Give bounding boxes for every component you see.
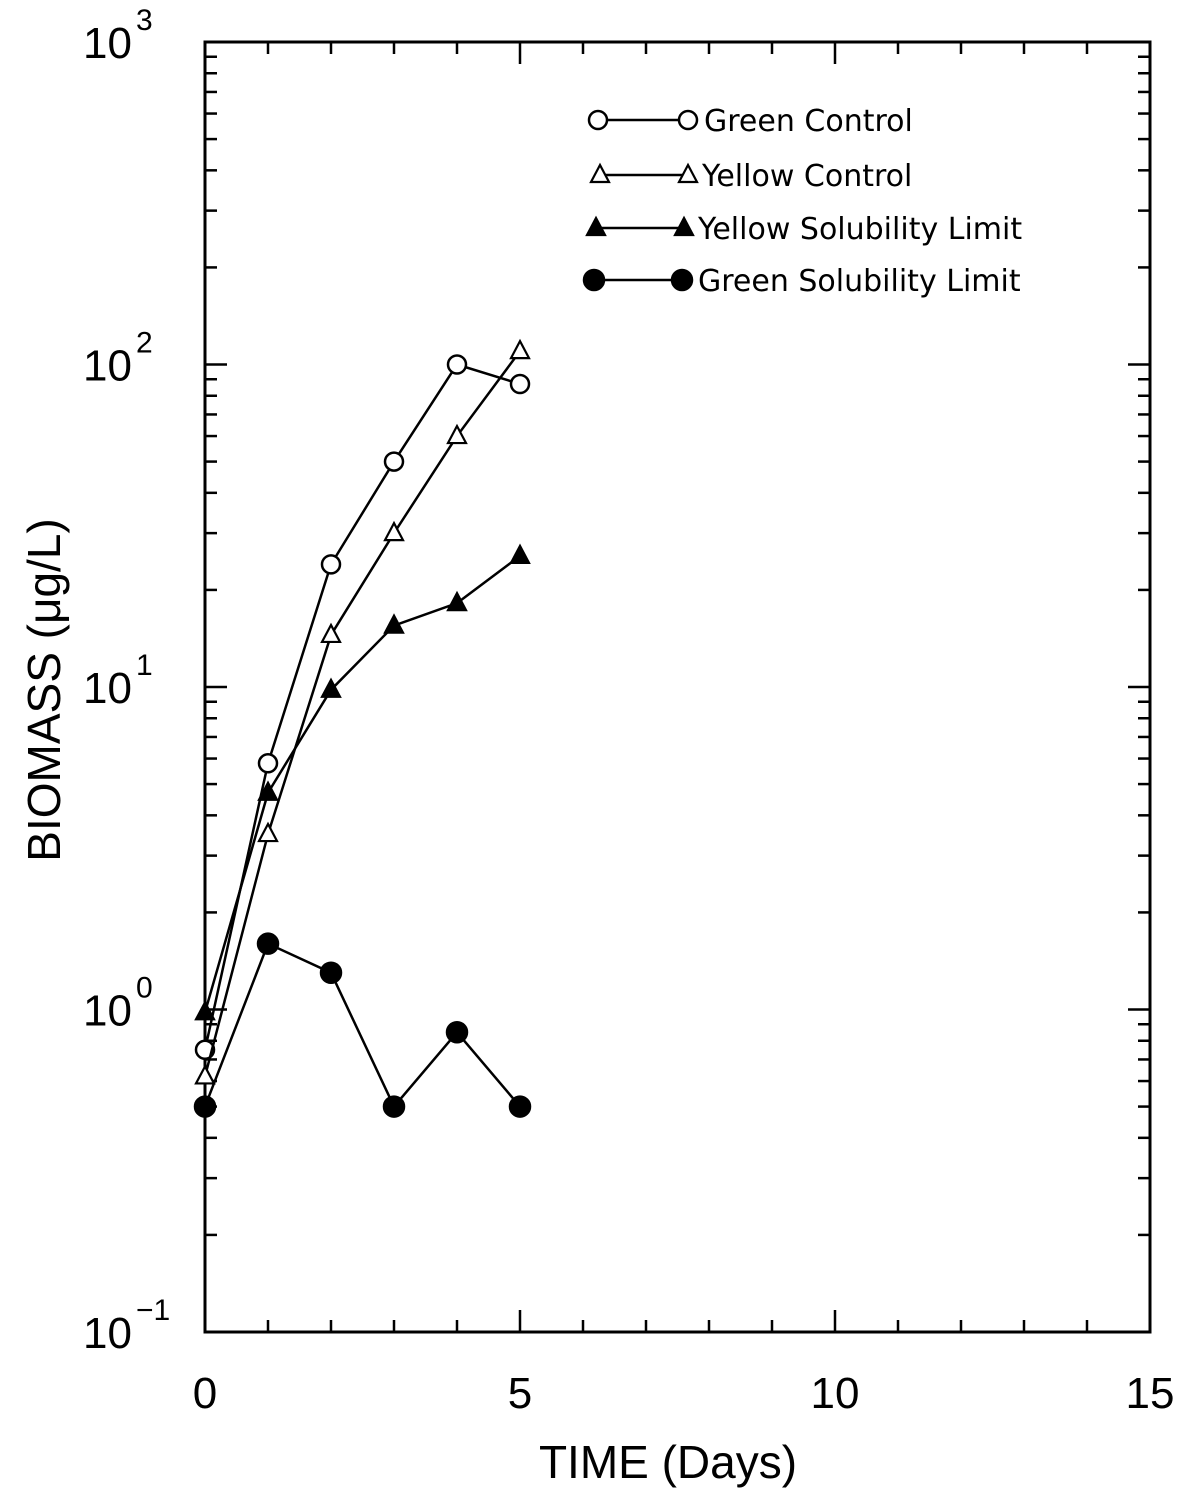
- data-point: [320, 554, 342, 575]
- y-tick-exponent: 0: [136, 972, 153, 1005]
- x-tick-label: 5: [508, 1369, 532, 1418]
- x-tick-label: 15: [1126, 1369, 1175, 1418]
- y-tick-label: 10: [83, 19, 132, 68]
- legend-label: Yellow Solubility Limit: [697, 212, 1022, 247]
- legend-entry: Yellow Solubility Limit: [585, 212, 1022, 247]
- data-point: [256, 932, 280, 955]
- y-tick-exponent: −1: [136, 1294, 170, 1327]
- data-point: [445, 1021, 469, 1044]
- legend-label: Yellow Control: [701, 159, 912, 194]
- legend-label: Green Solubility Limit: [698, 264, 1021, 299]
- legend-entry: Green Control: [587, 104, 913, 139]
- series-layer: [193, 338, 532, 1118]
- data-point: [383, 451, 405, 472]
- data-point: [446, 423, 468, 445]
- data-point: [509, 373, 531, 395]
- y-tick-label: 10: [83, 342, 132, 391]
- x-axis-title: TIME (Days): [539, 1436, 797, 1488]
- data-point: [319, 961, 343, 985]
- x-tick-label: 0: [193, 1369, 217, 1418]
- series-line: [203, 350, 522, 1077]
- y-tick-exponent: 1: [136, 649, 153, 682]
- legend: Green Control Yellow Control Yellow Solubi…: [582, 104, 1022, 299]
- y-tick-label: 10: [83, 664, 132, 713]
- data-point: [509, 543, 531, 564]
- series-line: [203, 941, 521, 1109]
- y-tick-label: 10: [83, 987, 132, 1036]
- data-point: [509, 338, 531, 360]
- data-point: [446, 590, 468, 612]
- data-point: [320, 677, 342, 698]
- legend-marker: [673, 215, 695, 237]
- legend-marker: [677, 109, 699, 131]
- legend-label: Green Control: [704, 104, 913, 139]
- legend-marker: [677, 162, 699, 184]
- data-point: [446, 354, 468, 375]
- legend-entry: Green Solubility Limit: [582, 264, 1021, 299]
- data-point: [508, 1095, 532, 1118]
- data-point: [320, 622, 342, 644]
- data-point: [383, 520, 405, 542]
- legend-marker: [670, 268, 694, 292]
- y-tick-label: 10: [83, 1309, 132, 1358]
- y-tick-exponent: 2: [136, 327, 153, 360]
- series-green-control: [194, 354, 531, 1061]
- data-point: [257, 780, 279, 801]
- series-yellow-control: [194, 338, 531, 1085]
- y-tick-exponent: 3: [136, 4, 153, 37]
- legend-marker: [589, 162, 611, 184]
- series-yellow-solubility-limit: [194, 543, 531, 1021]
- data-point: [194, 1064, 216, 1085]
- data-point: [193, 1095, 217, 1118]
- series-green-solubility-limit: [193, 932, 532, 1118]
- legend-marker: [585, 215, 607, 237]
- data-point: [257, 753, 279, 774]
- data-point: [382, 1095, 406, 1118]
- y-axis-title: BIOMASS (μg/L): [18, 518, 70, 861]
- legend-marker: [587, 109, 609, 131]
- legend-marker: [582, 268, 606, 292]
- data-point: [383, 613, 405, 634]
- series-line: [203, 363, 521, 1051]
- series-line: [203, 554, 521, 1013]
- x-tick-label: 10: [811, 1369, 860, 1418]
- legend-entry: Yellow Control: [589, 159, 912, 194]
- data-point: [194, 999, 216, 1021]
- data-point: [257, 821, 279, 843]
